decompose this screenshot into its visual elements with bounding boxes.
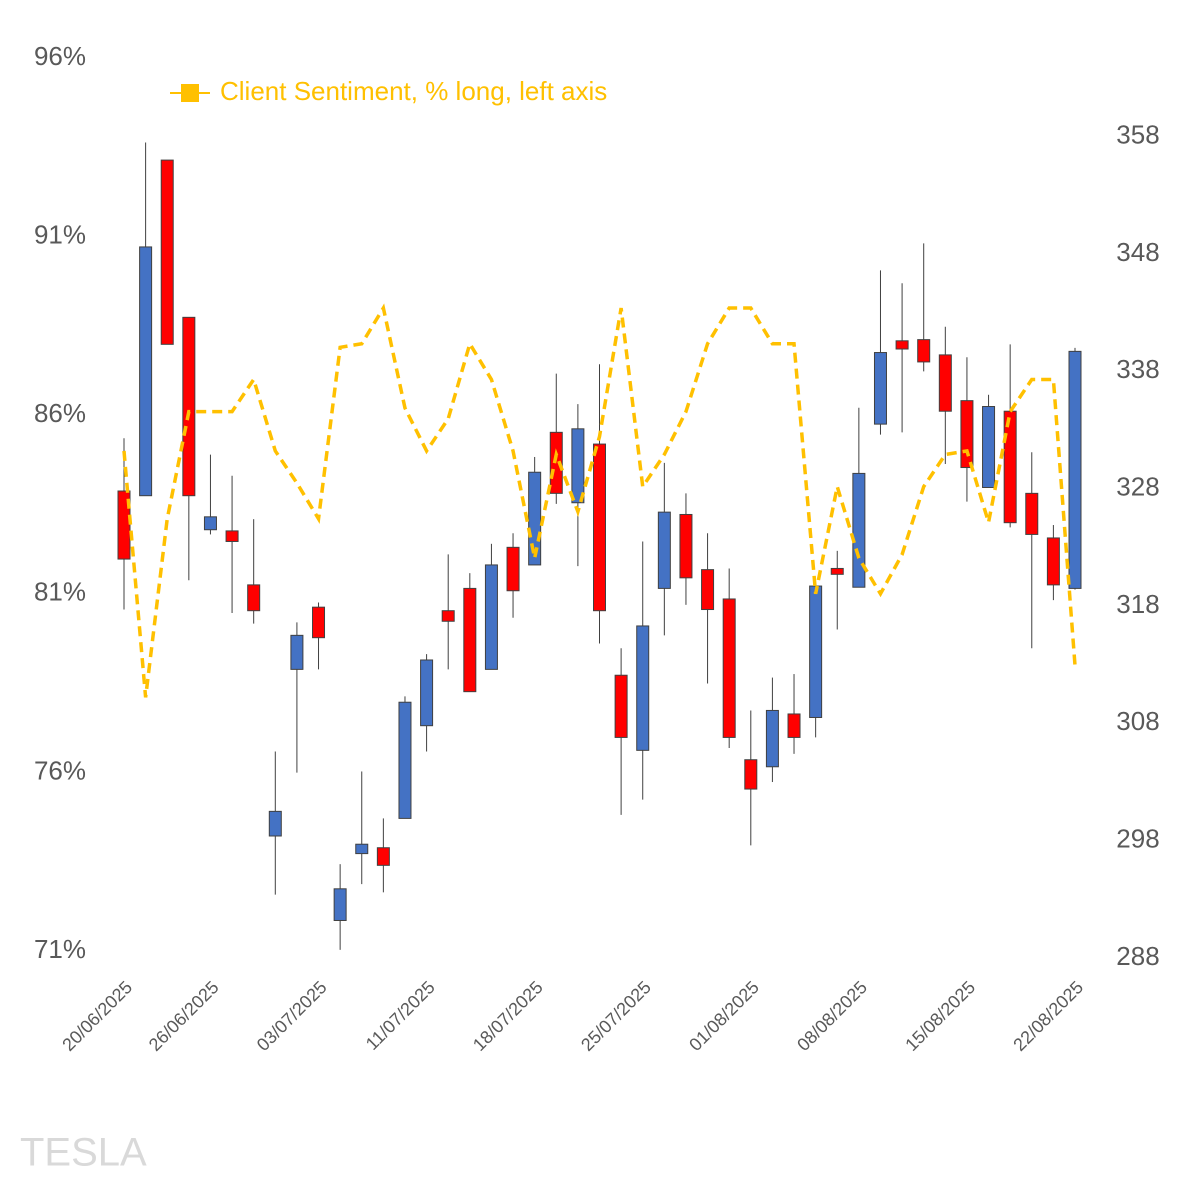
candle-body bbox=[571, 428, 585, 504]
y2-tick-label: 338 bbox=[1116, 354, 1159, 384]
y2-tick-label: 308 bbox=[1116, 706, 1159, 736]
y2-tick-label: 318 bbox=[1116, 589, 1159, 619]
candle-body bbox=[1003, 410, 1017, 524]
candle-body bbox=[895, 340, 909, 350]
candle-body bbox=[441, 610, 455, 622]
x-tick-label: 15/08/2025 bbox=[901, 977, 979, 1055]
candle-body bbox=[787, 713, 801, 738]
candle-body bbox=[290, 634, 304, 670]
x-tick-label: 03/07/2025 bbox=[253, 977, 331, 1055]
candle-body bbox=[268, 810, 282, 837]
candle-body bbox=[1046, 537, 1060, 586]
candle-body bbox=[830, 567, 844, 575]
candle-body bbox=[614, 674, 628, 738]
candle-body bbox=[420, 659, 434, 727]
y-tick-label: 71% bbox=[34, 934, 86, 964]
candle-body bbox=[657, 511, 671, 589]
candle-body bbox=[765, 709, 779, 768]
candle-body bbox=[982, 406, 996, 488]
sentiment-line bbox=[122, 303, 1077, 698]
candle-body bbox=[182, 316, 196, 497]
y-tick-label: 76% bbox=[34, 755, 86, 785]
legend-swatch bbox=[181, 84, 199, 102]
y2-tick-label: 348 bbox=[1116, 237, 1159, 267]
candle-body bbox=[376, 847, 390, 866]
candle-body bbox=[852, 472, 866, 588]
y-tick-label: 81% bbox=[34, 577, 86, 607]
y-tick-label: 91% bbox=[34, 219, 86, 249]
candle-body bbox=[873, 352, 887, 425]
y-tick-label: 86% bbox=[34, 398, 86, 428]
x-tick-label: 08/08/2025 bbox=[793, 977, 871, 1055]
candle-body bbox=[247, 584, 261, 612]
legend-label: Client Sentiment, % long, left axis bbox=[220, 76, 607, 106]
x-tick-label: 26/06/2025 bbox=[145, 977, 223, 1055]
x-tick-label: 11/07/2025 bbox=[362, 977, 439, 1054]
candle-body bbox=[355, 843, 369, 855]
candle-body bbox=[809, 585, 823, 718]
candle-body bbox=[333, 888, 347, 921]
candle-body bbox=[960, 400, 974, 469]
candle-body bbox=[1025, 492, 1039, 535]
candle-body bbox=[506, 546, 520, 592]
candle-body bbox=[117, 490, 131, 560]
candle-body bbox=[938, 354, 952, 412]
candle-body bbox=[722, 598, 736, 738]
x-tick-label: 20/06/2025 bbox=[58, 977, 136, 1055]
x-tick-label: 25/07/2025 bbox=[577, 977, 655, 1055]
watermark: TESLA bbox=[20, 1131, 147, 1175]
candle-body bbox=[139, 246, 153, 497]
candle-body bbox=[160, 159, 174, 345]
candle-body bbox=[636, 625, 650, 751]
y2-tick-label: 288 bbox=[1116, 941, 1159, 971]
candle-body bbox=[1068, 350, 1082, 589]
candle-body bbox=[398, 701, 412, 819]
y2-tick-label: 298 bbox=[1116, 824, 1159, 854]
y2-tick-label: 328 bbox=[1116, 472, 1159, 502]
candle-body bbox=[701, 569, 715, 611]
candle-body bbox=[679, 513, 693, 579]
candle-body bbox=[917, 339, 931, 363]
candle-body bbox=[744, 759, 758, 790]
candle-body bbox=[463, 587, 477, 693]
y-tick-label: 96% bbox=[34, 41, 86, 71]
candle-body bbox=[225, 530, 239, 542]
x-tick-label: 18/07/2025 bbox=[469, 977, 547, 1055]
x-tick-label: 22/08/2025 bbox=[1009, 977, 1087, 1055]
y2-tick-label: 358 bbox=[1116, 119, 1159, 149]
x-tick-label: 01/08/2025 bbox=[685, 977, 763, 1055]
candle-body bbox=[484, 564, 498, 670]
candle-body bbox=[203, 516, 217, 531]
candle-body bbox=[593, 443, 606, 612]
candle-body bbox=[528, 471, 542, 566]
candle-body bbox=[312, 606, 326, 639]
